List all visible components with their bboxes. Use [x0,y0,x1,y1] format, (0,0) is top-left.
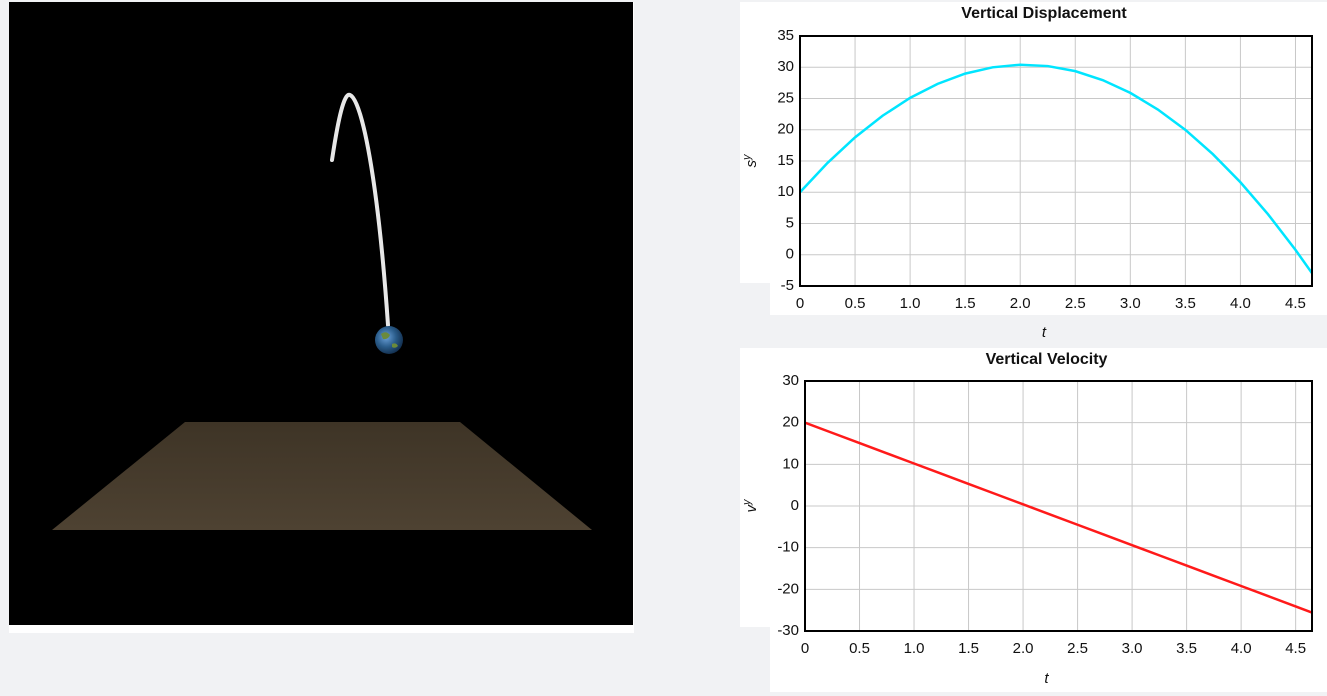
y-tick-label: 10 [777,183,794,200]
y-axis-label-main: v [743,504,760,513]
chart-panel [740,2,1327,283]
y-tick-label: 25 [777,89,794,106]
ground-plane [52,422,592,530]
data-line [805,421,1312,614]
x-tick-label: 2.0 [1013,640,1034,657]
x-tick-label: 3.5 [1176,640,1197,657]
y-tick-label: 35 [777,27,794,44]
y-axis-label-sup: y [741,498,753,506]
ball [375,326,403,354]
y-axis-label-main: s [743,160,760,168]
y-axis-label: vy [741,498,760,513]
x-tick-label: 3.0 [1120,295,1141,312]
y-tick-label: 20 [782,414,799,431]
y-tick-label: 5 [786,214,794,231]
x-tick-label: 0 [796,295,804,312]
y-tick-label: -30 [777,622,799,639]
x-tick-label: 1.5 [955,295,976,312]
x-tick-label: 4.5 [1285,295,1306,312]
x-tick-label: 2.5 [1065,295,1086,312]
x-tick-label: 2.0 [1010,295,1031,312]
chart-title: Vertical Velocity [986,351,1108,368]
y-tick-label: 10 [782,455,799,472]
y-tick-label: 0 [791,497,799,514]
x-tick-label: 0 [801,640,809,657]
y-tick-label: 30 [777,58,794,75]
plot-border [804,380,1313,632]
x-tick-label: 4.5 [1285,640,1306,657]
y-axis-label-sup: y [741,153,753,161]
y-tick-label: -20 [777,580,799,597]
y-axis-label: sy [741,153,760,168]
x-tick-label: 4.0 [1230,295,1251,312]
x-axis-label: t [1042,324,1047,341]
y-tick-label: 20 [777,121,794,138]
x-tick-label: 1.5 [958,640,979,657]
chart-title: Vertical Displacement [961,5,1127,22]
scene-3d [9,2,633,625]
x-tick-label: 2.5 [1067,640,1088,657]
data-line [800,63,1312,274]
x-tick-label: 0.5 [849,640,870,657]
chart-panel [770,627,1327,692]
x-tick-label: 0.5 [845,295,866,312]
y-tick-label: 30 [782,372,799,389]
x-tick-label: 3.0 [1122,640,1143,657]
trajectory-trail [330,92,390,327]
y-tick-label: 15 [777,152,794,169]
y-tick-label: 0 [786,246,794,263]
x-tick-label: 1.0 [904,640,925,657]
plot-border [799,35,1313,287]
ball-texture [381,332,398,348]
y-tick-label: -10 [777,539,799,556]
x-tick-label: 4.0 [1231,640,1252,657]
x-tick-label: 1.0 [900,295,921,312]
x-axis-label: t [1044,670,1049,687]
chart-panel [770,283,1327,315]
x-tick-label: 3.5 [1175,295,1196,312]
y-tick-label: -5 [781,277,794,294]
